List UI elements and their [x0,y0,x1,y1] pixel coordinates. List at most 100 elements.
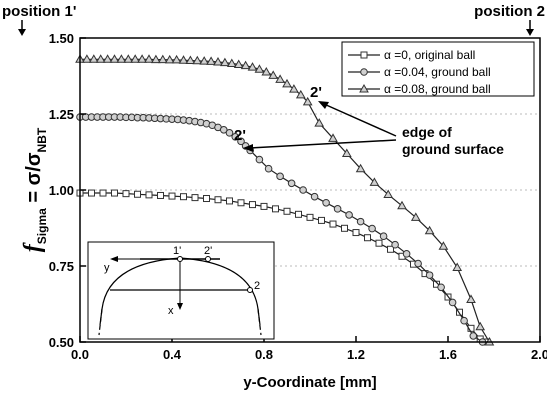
top-arrowhead-left [18,29,26,36]
data-point-circle [391,240,399,249]
data-point-circle [448,298,457,307]
x-tick-label: 0.8 [255,347,273,362]
annotation-2prime-b: 2' [234,127,246,144]
inset-point-2prime [205,256,211,262]
inset-label-2prime: 2' [204,245,212,257]
data-point-triangle [192,55,203,65]
legend-marker-square [360,51,368,59]
data-point-circle [237,137,245,146]
data-point-square [134,190,141,198]
data-point-square [191,194,199,202]
data-point-triangle [268,70,279,79]
inset-label-y: y [104,262,110,274]
legend-box [341,41,535,97]
data-point-triangle [157,54,168,64]
data-point-triangle [171,54,182,64]
data-point-circle [287,179,296,188]
data-point-triangle [130,54,141,63]
data-point-square [375,239,383,247]
inset-label-x: x [168,305,174,317]
data-point-triangle [185,55,196,64]
data-point-triangle [95,54,106,63]
data-point-triangle [240,60,251,70]
data-point-triangle [123,54,134,63]
data-point-triangle [383,189,394,199]
edge-arrow-1 [323,103,397,137]
data-point-triangle [302,96,313,106]
y-axis-label: fSigma = σ/σNBT [20,127,49,252]
inset-x-arrowhead [177,303,183,310]
inset: 1' 2' 2 y x [87,241,275,340]
data-point-circle [379,232,388,241]
top-arrowhead-right [526,29,534,36]
data-point-triangle [341,148,352,158]
data-point-circle [231,133,240,141]
legend-marker-circle [360,68,368,76]
data-point-square [364,234,371,242]
data-point-square [456,308,463,316]
data-point-triangle [137,54,147,63]
data-point-square [99,189,107,197]
data-point-triangle [247,62,258,71]
legend-label: α =0.04, ground ball [384,65,491,79]
data-point-triangle [314,118,325,127]
inset-ball-dash-right [257,308,262,336]
data-point-circle [402,250,411,258]
legend-marker-triangle [359,83,369,93]
series-triangle [75,54,495,346]
legend-label: α =0.08, ground ball [384,82,491,96]
data-point-circle [276,172,284,181]
data-point-square [145,191,153,199]
data-point-triangle [261,67,272,76]
data-point-square [203,195,210,203]
data-point-triangle [369,177,380,186]
data-point-triangle [82,54,92,63]
data-point-triangle [102,54,113,63]
edge-arrow-2 [249,139,397,149]
inset-point-1prime [177,256,183,262]
data-point-square [180,193,187,201]
data-point-triangle [109,54,120,63]
data-point-triangle [289,84,299,93]
data-point-triangle [275,74,285,83]
inset-label-2: 2 [254,280,260,292]
x-tick-label: 1.6 [439,347,457,362]
data-point-square [226,197,233,205]
data-point-triangle [410,212,421,221]
data-point-triangle [295,89,306,99]
data-point-triangle [466,294,476,303]
series-circle [76,113,487,346]
data-point-circle [345,211,353,219]
x-tick-label: 0.0 [71,347,89,362]
inset-point-2 [247,287,253,293]
ticks-layer: 0.50 0.75 1.00 1.25 1.50 0.0 0.4 0.8 1.2 1.6 2.0 [49,31,547,362]
legend-items: α =0, original ball α =0.04, ground ball α… [348,48,491,96]
top-label-left: position 1' [2,3,76,20]
legend-label: α =0, original ball [384,48,475,62]
data-point-triangle [220,57,230,67]
data-point-square [111,189,118,197]
y-tick-label: 1.25 [49,107,74,122]
data-point-square [214,196,222,204]
data-point-circle [356,217,365,226]
data-point-circle [225,129,234,137]
data-point-triangle [213,57,223,66]
annotation-edge-line2: ground surface [402,141,504,157]
data-point-square [237,199,245,207]
data-point-circle [310,192,319,201]
data-point-triangle [226,58,237,68]
data-point-circle [425,271,434,279]
y-tick-label: 1.00 [49,183,74,198]
data-point-triangle [254,64,265,73]
x-axis-label: y-Coordinate [mm] [243,374,376,391]
data-point-circle [264,164,273,173]
data-point-circle [368,224,376,233]
data-point-triangle [116,54,127,63]
data-point-square [387,245,394,253]
data-point-triangle [397,200,407,210]
data-point-triangle [144,54,154,63]
data-point-square [295,210,302,218]
data-point-triangle [355,163,366,173]
